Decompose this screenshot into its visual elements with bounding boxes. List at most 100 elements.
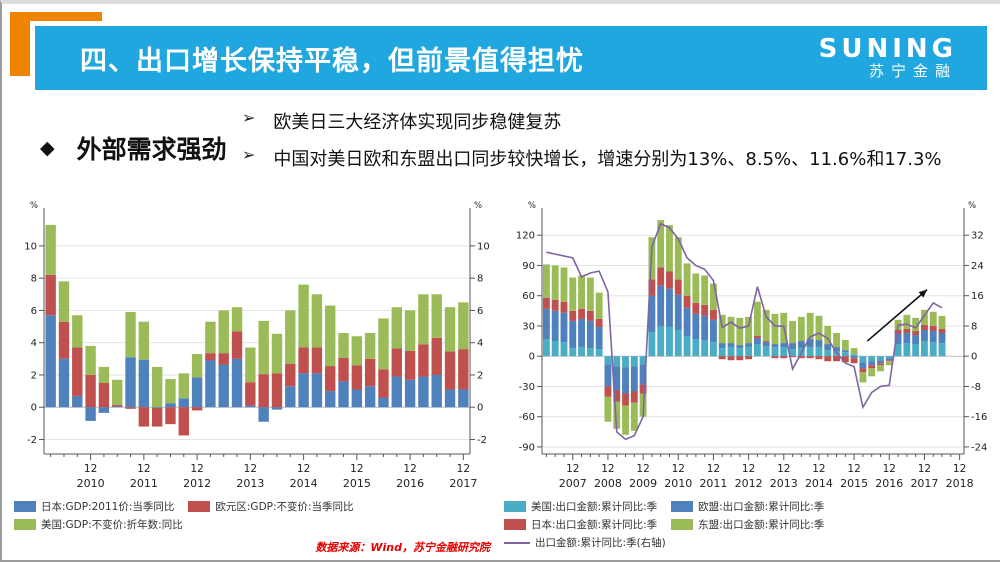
svg-text:30: 30: [522, 321, 535, 332]
svg-text:12: 12: [672, 463, 685, 475]
svg-text:-2: -2: [477, 435, 487, 446]
svg-text:2: 2: [31, 370, 37, 381]
legend-item-3: 东盟:出口金额:累计同比:季: [671, 517, 824, 532]
svg-text:-90: -90: [519, 442, 535, 453]
gdp-chart-block: -2 0 2 4 6 8 10 -2 0 2 4 6 8 10%% 12 12 12 12 12 12 12 12 2010…: [10, 196, 496, 560]
legend-item-line: 出口金额:累计同比:季(右轴): [504, 535, 666, 550]
logo-wordmark: SUNING: [818, 33, 957, 64]
legend-label: 东盟:出口金额:累计同比:季: [698, 519, 825, 531]
svg-text:2008: 2008: [594, 477, 622, 490]
bullet-point-1: ➢ 欧美日三大经济体实现同步稳健复苏: [242, 108, 561, 134]
legend-item-0: 美国:出口金额:累计同比:季: [504, 499, 657, 514]
svg-text:2013: 2013: [236, 477, 264, 490]
section-bullet: ◆ 外部需求强劲: [40, 130, 227, 166]
legend-label: 欧盟:出口金额:累计同比:季: [698, 501, 825, 513]
charts-row: -2 0 2 4 6 8 10 -2 0 2 4 6 8 10%% 12 12 12 12 12 12 12 12 2010…: [2, 196, 1000, 560]
svg-text:%: %: [528, 201, 536, 211]
bullet-point-1-text: 欧美日三大经济体实现同步稳健复苏: [273, 112, 562, 133]
logo-subtitle: 苏宁金融: [868, 62, 957, 81]
svg-text:12: 12: [350, 463, 363, 475]
suning-logo: SUNING 苏宁金融: [818, 33, 957, 81]
svg-text:-30: -30: [519, 382, 535, 393]
legend-item-2: 日本:出口金额:累计同比:季: [504, 517, 657, 532]
svg-text:24: 24: [971, 261, 984, 272]
legend-swatch: [671, 519, 694, 530]
svg-text:90: 90: [522, 261, 535, 272]
svg-text:2018: 2018: [946, 477, 974, 490]
svg-text:60: 60: [522, 291, 535, 302]
svg-text:12: 12: [601, 463, 614, 475]
svg-text:16: 16: [971, 291, 984, 302]
svg-text:8: 8: [971, 321, 977, 332]
svg-text:6: 6: [477, 306, 483, 317]
legend-label: 日本:GDP:2011价:当季同比: [41, 501, 175, 513]
legend-swatch: [14, 519, 36, 530]
svg-text:32: 32: [971, 231, 984, 242]
svg-text:-16: -16: [971, 412, 987, 423]
svg-text:12: 12: [137, 463, 150, 475]
legend-label: 日本:出口金额:累计同比:季: [531, 519, 658, 531]
svg-text:10: 10: [24, 241, 37, 252]
svg-text:0: 0: [31, 403, 37, 414]
svg-text:8: 8: [477, 274, 483, 285]
svg-text:120: 120: [516, 231, 535, 242]
svg-text:2012: 2012: [735, 477, 763, 490]
svg-text:2013: 2013: [770, 477, 798, 490]
svg-text:4: 4: [31, 338, 37, 349]
svg-text:12: 12: [84, 463, 97, 475]
svg-text:12: 12: [742, 463, 755, 475]
bullet-point-2: ➢ 中国对美日欧和东盟出口同步较快增长，增速分别为13%、8.5%、11.6%和…: [242, 145, 942, 171]
legend-label: 美国:GDP:不变价:折年数:同比: [41, 519, 183, 531]
svg-text:2015: 2015: [840, 477, 868, 490]
svg-text:2015: 2015: [343, 477, 371, 490]
svg-text:2014: 2014: [805, 477, 833, 490]
svg-text:6: 6: [31, 306, 37, 317]
svg-text:12: 12: [457, 463, 470, 475]
legend-line-swatch: [504, 541, 530, 544]
svg-text:%: %: [968, 201, 976, 211]
exports-chart-legend: 美国:出口金额:累计同比:季 欧盟:出口金额:累计同比:季日本:出口金额:累计同比…: [500, 499, 1000, 553]
exports-stacked-bar-line-chart: -90 -60 -30 0 30 60 90 120 -24 -16 -8 0 8 16 24 32% % 12 1…: [516, 201, 987, 490]
svg-text:12: 12: [953, 463, 966, 475]
bullet-point-2-text: 中国对美日欧和东盟出口同步较快增长，增速分别为13%、8.5%、11.6%和17…: [273, 149, 942, 170]
svg-text:12: 12: [636, 463, 649, 475]
svg-text:2007: 2007: [559, 477, 587, 490]
svg-text:0: 0: [529, 352, 535, 363]
svg-text:-8: -8: [971, 382, 981, 393]
gdp-chart-legend: 日本:GDP:2011价:当季同比 欧元区:GDP:不变价:当季同比 美国:GDP:…: [10, 499, 496, 535]
svg-text:4: 4: [477, 338, 483, 349]
svg-text:0: 0: [971, 352, 977, 363]
title-banner: 四、出口增长保持平稳，但前景值得担忧 SUNING 苏宁金融: [35, 26, 987, 90]
svg-text:%: %: [474, 201, 482, 211]
legend-item-0: 日本:GDP:2011价:当季同比: [14, 499, 174, 514]
svg-text:-60: -60: [519, 412, 535, 423]
svg-text:2010: 2010: [664, 477, 692, 490]
section-bullet-label: 外部需求强劲: [76, 135, 227, 164]
svg-text:2010: 2010: [77, 477, 105, 490]
svg-text:12: 12: [244, 463, 257, 475]
legend-swatch: [504, 519, 526, 530]
svg-text:12: 12: [297, 463, 310, 475]
svg-text:2011: 2011: [130, 477, 158, 490]
svg-text:2017: 2017: [910, 477, 938, 490]
svg-text:10: 10: [477, 241, 490, 252]
svg-text:12: 12: [190, 463, 203, 475]
svg-text:-2: -2: [27, 435, 37, 446]
legend-label: 美国:出口金额:累计同比:季: [531, 501, 658, 513]
svg-text:2016: 2016: [875, 477, 903, 490]
svg-text:2: 2: [477, 370, 483, 381]
arrow-bullet-icon: ➢: [242, 145, 256, 164]
exports-chart-block: -90 -60 -30 0 30 60 90 120 -24 -16 -8 0 8 16 24 32%% 12 1…: [500, 196, 1000, 560]
svg-text:12: 12: [707, 463, 720, 475]
legend-swatch: [671, 501, 694, 512]
legend-swatch: [14, 501, 36, 512]
svg-text:12: 12: [403, 463, 416, 475]
legend-item-1: 欧盟:出口金额:累计同比:季: [671, 499, 824, 514]
svg-text:2016: 2016: [396, 477, 424, 490]
svg-text:8: 8: [31, 274, 37, 285]
svg-text:2011: 2011: [699, 477, 727, 490]
svg-text:12: 12: [918, 463, 931, 475]
diamond-bullet-icon: ◆: [40, 137, 55, 159]
svg-text:2009: 2009: [629, 477, 657, 490]
